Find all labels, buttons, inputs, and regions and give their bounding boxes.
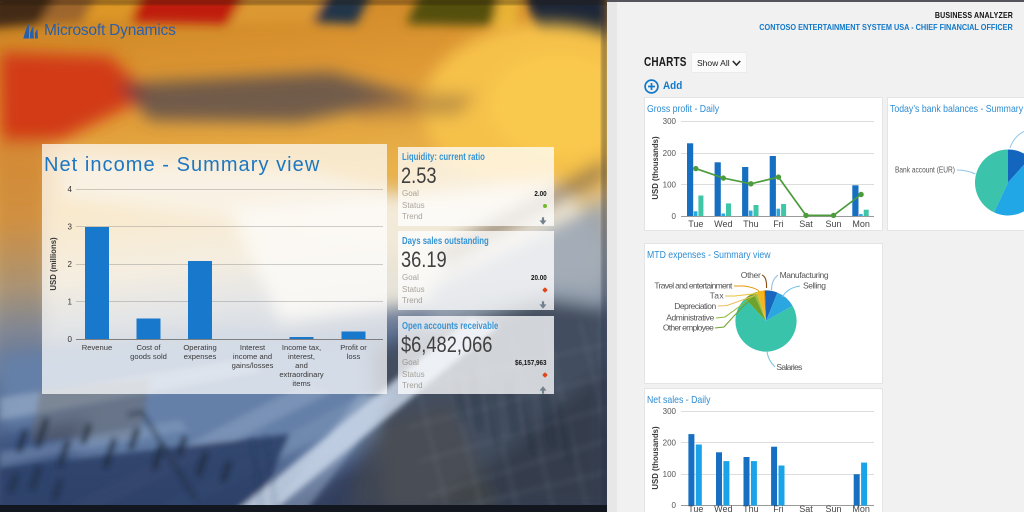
svg-text:and: and [295,361,308,370]
svg-text:Sat: Sat [799,219,813,229]
svg-text:loss: loss [347,352,361,361]
svg-text:goods sold: goods sold [130,352,167,361]
svg-text:Wed: Wed [714,504,732,512]
svg-text:200: 200 [663,439,677,448]
svg-text:100: 100 [663,470,677,479]
svg-text:Fri: Fri [773,219,784,229]
svg-text:USD (millions): USD (millions) [49,237,58,291]
svg-text:Other employee: Other employee [663,322,714,332]
svg-text:extraordinary: extraordinary [279,370,324,379]
svg-text:4: 4 [68,185,73,194]
svg-text:200: 200 [663,149,677,158]
svg-text:Operating: Operating [183,343,216,352]
svg-text:Mon: Mon [852,504,870,512]
svg-text:Other: Other [741,270,761,280]
svg-text:0: 0 [672,501,677,510]
svg-text:Fri: Fri [773,504,784,512]
svg-text:Selling: Selling [803,280,826,290]
svg-text:interest,: interest, [288,352,315,361]
svg-text:Sat: Sat [799,504,813,512]
svg-text:Manufacturing: Manufacturing [780,270,829,280]
svg-text:100: 100 [663,181,677,190]
svg-text:1: 1 [68,298,73,307]
svg-text:Profit or: Profit or [340,343,367,352]
svg-text:USD (thousands): USD (thousands) [651,426,660,490]
svg-text:Administrative: Administrative [666,313,714,323]
svg-text:expenses: expenses [184,352,217,361]
svg-text:Revenue: Revenue [82,343,112,352]
svg-text:Travel and entertainment: Travel and entertainment [654,280,733,290]
svg-text:2: 2 [68,260,73,269]
svg-text:Mon: Mon [852,219,870,229]
svg-text:Cost of: Cost of [136,343,161,352]
svg-text:Depreciation: Depreciation [674,301,716,311]
svg-text:3: 3 [68,223,73,232]
svg-text:items: items [292,379,310,388]
svg-text:300: 300 [663,117,677,126]
svg-text:Tue: Tue [688,219,703,229]
svg-text:Thu: Thu [743,504,759,512]
svg-text:Interest: Interest [240,343,266,352]
svg-text:Thu: Thu [743,219,759,229]
svg-text:Income tax,: Income tax, [282,343,321,352]
svg-text:Tue: Tue [688,504,703,512]
svg-text:Salaries: Salaries [776,362,802,372]
svg-text:USD (thousands): USD (thousands) [651,136,660,200]
svg-text:gains/losses: gains/losses [232,361,274,370]
svg-text:0: 0 [672,212,677,221]
svg-text:Sun: Sun [826,504,842,512]
svg-text:Sun: Sun [826,219,842,229]
svg-text:Bank account (EUR): Bank account (EUR) [895,165,955,175]
svg-text:300: 300 [663,407,677,416]
svg-text:Tax: Tax [710,290,725,300]
svg-text:Wed: Wed [714,219,732,229]
svg-text:income and: income and [233,352,272,361]
svg-text:0: 0 [68,335,73,344]
